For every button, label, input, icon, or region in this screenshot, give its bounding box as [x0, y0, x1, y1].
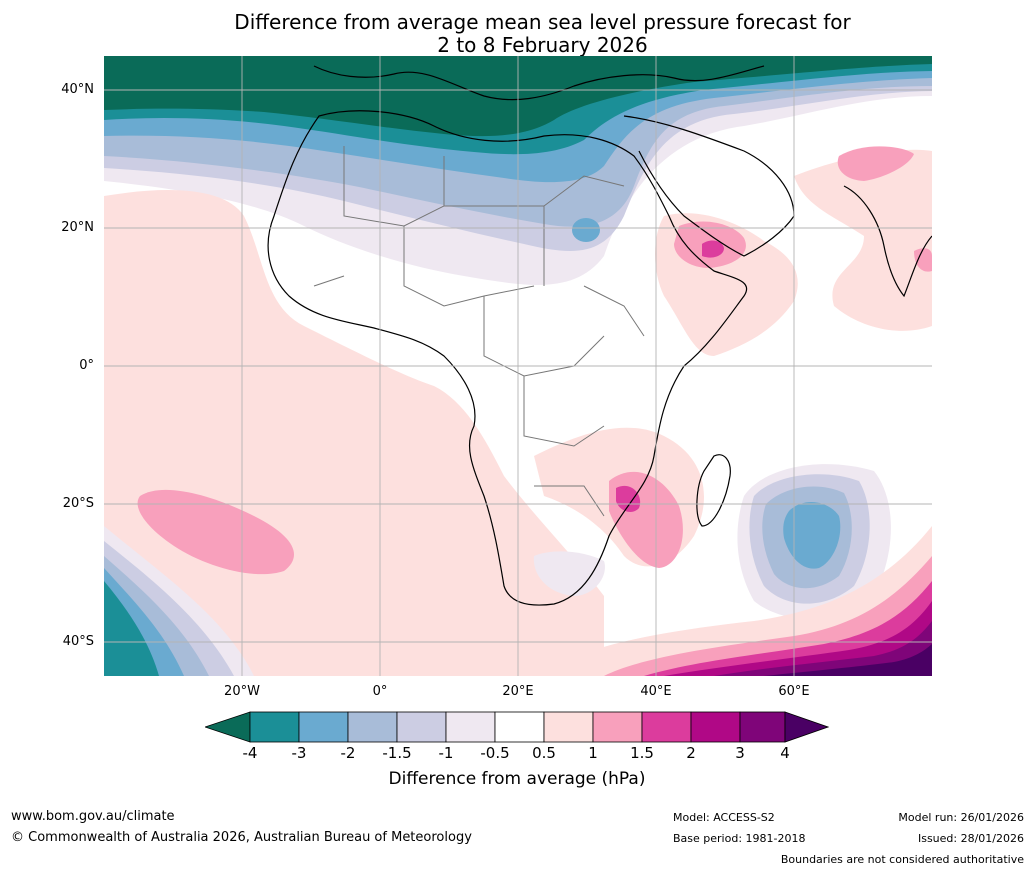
anomaly-patch-c8-india — [837, 146, 914, 181]
colorbar-seg-8 — [592, 711, 643, 743]
colorbar-tick: -3 — [291, 744, 307, 762]
colorbar-tick: 1 — [588, 744, 598, 762]
colorbar-seg-3 — [347, 711, 398, 743]
colorbar-tick: -2 — [340, 744, 356, 762]
colorbar-tick: -1 — [438, 744, 454, 762]
colorbar-tick: 0.5 — [532, 744, 556, 762]
map-title-line1: Difference from average mean sea level p… — [234, 10, 851, 34]
lon-label-60e: 60°E — [778, 684, 810, 699]
anomaly-patch-c8-atlantic — [137, 489, 294, 575]
colorbar-seg-9 — [641, 711, 692, 743]
footer-disclaimer: Boundaries are not considered authoritat… — [780, 853, 1024, 866]
footer-model: Model: ACCESS-S2 — [673, 811, 775, 824]
colorbar-tick: 1.5 — [630, 744, 654, 762]
colorbar-seg-2 — [298, 711, 349, 743]
colorbar-seg-10 — [690, 711, 741, 743]
colorbar-label: Difference from average (hPa) — [388, 769, 646, 789]
footer-base-period: Base period: 1981-2018 — [673, 832, 806, 845]
anomaly-patch-c9-arabia — [702, 240, 724, 258]
colorbar-arrow-max — [784, 711, 829, 743]
colorbar-tick: -1.5 — [382, 744, 412, 762]
lat-label-20n: 20°N — [61, 220, 94, 235]
anomaly-patch-c8-bay — [914, 248, 932, 272]
anomaly-band-c1-satl — [104, 581, 159, 676]
colorbar-tick: 3 — [735, 744, 745, 762]
colorbar-seg-4 — [396, 711, 447, 743]
lat-label-40s: 40°S — [62, 634, 94, 649]
anomaly-patch-blue-sahara — [572, 218, 600, 242]
colorbar-tick: -4 — [242, 744, 258, 762]
footer-website: www.bom.gov.au/climate — [11, 809, 175, 824]
colorbar-arrow-min — [205, 711, 251, 743]
anomaly-patch-c5-cape — [533, 551, 605, 596]
anomaly-band-c2-indian — [783, 501, 841, 569]
colorbar-seg-5 — [445, 711, 496, 743]
colorbar-seg-1 — [249, 711, 300, 743]
anomaly-band-dark-southern — [764, 644, 932, 676]
country-borders — [313, 146, 645, 517]
lat-label-40n: 40°N — [61, 82, 94, 97]
lon-label-40e: 40°E — [640, 684, 672, 699]
colorbar-tick: -0.5 — [480, 744, 510, 762]
pressure-anomaly-map — [104, 56, 932, 676]
africa-coastline — [267, 110, 748, 606]
lon-label-20e: 20°E — [502, 684, 534, 699]
colorbar-seg-7 — [543, 711, 594, 743]
madagascar-coastline — [696, 454, 731, 527]
footer-issued: Issued: 28/01/2026 — [917, 832, 1024, 845]
lon-label-0: 0° — [372, 684, 388, 699]
lat-label-20s: 20°S — [62, 496, 94, 511]
lat-label-0: 0° — [79, 358, 94, 373]
europe-coastline — [313, 65, 765, 101]
anomaly-band-c11-southern — [714, 621, 932, 676]
colorbar-tick: 2 — [686, 744, 696, 762]
footer-model-run: Model run: 26/01/2026 — [898, 811, 1024, 824]
lon-label-20w: 20°W — [224, 684, 260, 699]
anomaly-patch-c9-mozambique — [616, 485, 641, 512]
colorbar-seg-6 — [494, 711, 545, 743]
map-title-line2: 2 to 8 February 2026 — [437, 33, 648, 57]
footer-copyright: © Commonwealth of Australia 2026, Austra… — [11, 830, 472, 845]
colorbar — [205, 711, 829, 743]
india-coastline — [843, 185, 932, 298]
colorbar-seg-11 — [739, 711, 786, 743]
graticule — [104, 56, 932, 676]
map-canvas — [104, 56, 932, 676]
colorbar-tick: 4 — [780, 744, 790, 762]
